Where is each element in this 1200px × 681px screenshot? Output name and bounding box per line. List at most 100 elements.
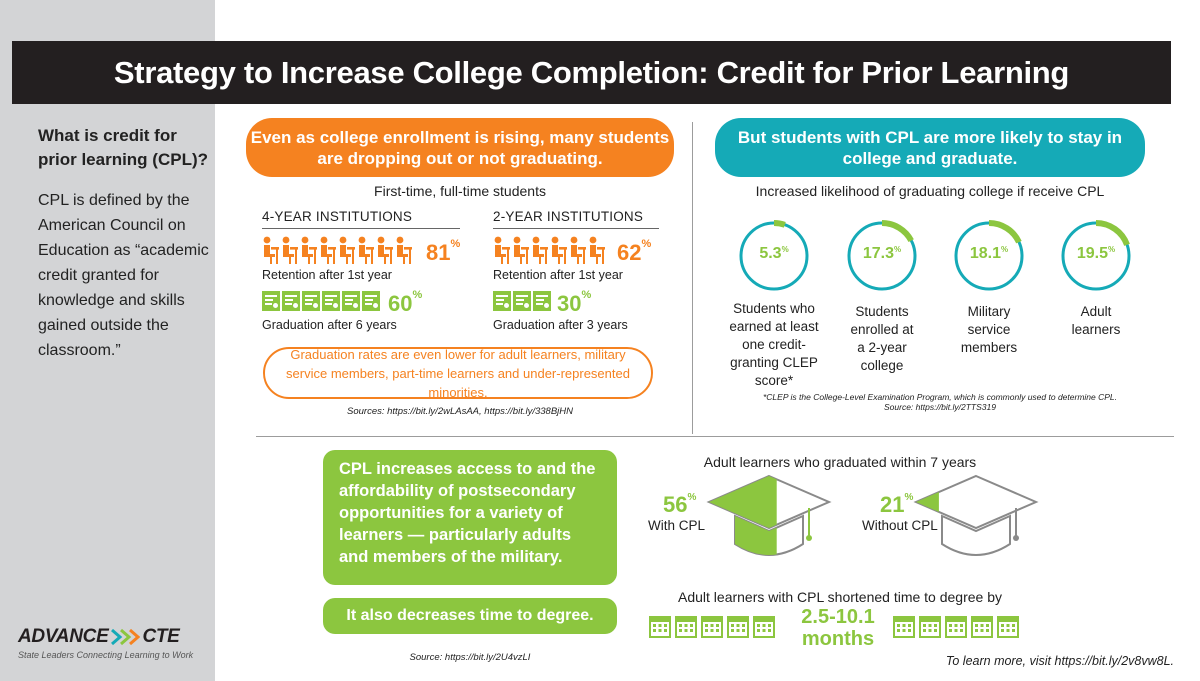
likelihood-ring-clep: 5.3% [738, 219, 810, 292]
time-to-degree-value: 2.5-10.1 months [790, 606, 886, 650]
logo-tagline: State Leaders Connecting Learning to Wor… [18, 650, 194, 660]
calendar-icon [971, 616, 993, 638]
calendar-icon [701, 616, 723, 638]
access-source: Source: https://bit.ly/2U4vzLI [409, 652, 531, 663]
likelihood-headline: But students with CPL are more likely to… [715, 118, 1145, 177]
calendar-icon [675, 616, 697, 638]
progress-ring-icon [1061, 220, 1131, 291]
first-time-label: First-time, full-time students [374, 183, 546, 199]
student-desk-icon [320, 236, 336, 264]
diploma-icon [262, 291, 280, 311]
four-year-graduation-label: Graduation after 6 years [262, 318, 397, 332]
access-statement: CPL increases access to and the affordab… [323, 450, 617, 585]
four-year-graduation-value: 60% [388, 289, 423, 316]
likelihood-ring-adult: 19.5% [1060, 220, 1132, 292]
diploma-icon [322, 291, 340, 311]
calendar-icons-left [649, 614, 775, 638]
likelihood-label-clep: Students who earned at least one credit-… [729, 301, 819, 388]
likelihood-label-adult: Adult learners [1071, 304, 1121, 337]
student-desk-icon [263, 236, 279, 264]
two-year-retention-value: 62% [617, 238, 652, 265]
clep-footnote-text: *CLEP is the College-Level Examination P… [762, 392, 1117, 402]
two-year-rule [493, 228, 659, 229]
student-desk-icon [377, 236, 393, 264]
likelihood-label-two-year: Students enrolled at a 2-year college [850, 304, 914, 373]
adult-learner-note: Graduation rates are even lower for adul… [263, 347, 653, 400]
chevron-arrows-icon [111, 628, 141, 646]
calendar-icon [945, 616, 967, 638]
calendar-icon [997, 616, 1019, 638]
sidebar-definition: CPL is defined by the American Council o… [38, 192, 209, 359]
likelihood-label-military: Military service members [960, 304, 1018, 355]
calendar-icon [753, 616, 775, 638]
student-desk-icon [532, 236, 548, 264]
student-desk-icon [396, 236, 412, 264]
diploma-icon [282, 291, 300, 311]
calendar-icon [727, 616, 749, 638]
time-to-degree-unit: months [801, 628, 875, 650]
likelihood-ring-two-year: 17.3% [846, 220, 918, 292]
calendar-icons-right [893, 614, 1019, 638]
advance-cte-logo: ADVANCE CTE State Leaders Connecting Lea… [18, 626, 208, 660]
graduation-cap-with-cpl-icon [706, 474, 832, 556]
two-year-retention-label: Retention after 1st year [493, 268, 623, 282]
graduation-cap-without-cpl-icon [913, 474, 1039, 556]
likelihood-ring-military: 18.1% [953, 220, 1025, 292]
student-desk-icon [589, 236, 605, 264]
learn-more-link[interactable]: To learn more, visit https://bit.ly/2v8v… [945, 654, 1174, 668]
clep-source: Source: https://bit.ly/2TTS319 [884, 402, 996, 412]
time-to-degree-heading: Adult learners with CPL shortened time t… [678, 589, 1002, 605]
progress-ring-icon [847, 220, 917, 291]
four-year-diploma-icons [262, 291, 380, 311]
diploma-icon [493, 291, 511, 311]
two-year-graduation-value: 30% [557, 289, 592, 316]
progress-ring-icon [954, 220, 1024, 291]
diploma-icon [533, 291, 551, 311]
student-desk-icon [551, 236, 567, 264]
title-bar: Strategy to Increase College Completion:… [12, 41, 1171, 104]
logo-sub-text: CTE [142, 626, 180, 647]
four-year-rule [262, 228, 460, 229]
diploma-icon [302, 291, 320, 311]
time-to-degree-range: 2.5-10.1 [801, 606, 875, 628]
four-year-retention-label: Retention after 1st year [262, 268, 392, 282]
student-desk-icon [358, 236, 374, 264]
clep-footnote: *CLEP is the College-Level Examination P… [715, 392, 1165, 412]
diploma-icon [362, 291, 380, 311]
vertical-divider [692, 122, 693, 434]
logo-main-text: ADVANCE [18, 626, 109, 647]
likelihood-value: 17.3% [862, 245, 902, 262]
four-year-heading: 4-YEAR INSTITUTIONS [262, 209, 413, 224]
two-year-graduation-label: Graduation after 3 years [493, 318, 628, 332]
enrollment-headline: Even as college enrollment is rising, ma… [246, 118, 674, 177]
four-year-retention-value: 81% [426, 238, 461, 265]
likelihood-value: 18.1% [969, 245, 1009, 262]
diploma-icon [513, 291, 531, 311]
student-desk-icon [570, 236, 586, 264]
student-desk-icon [282, 236, 298, 264]
page-title: Strategy to Increase College Completion:… [113, 54, 1070, 90]
student-desk-icon [301, 236, 317, 264]
student-desk-icon [494, 236, 510, 264]
two-year-diploma-icons [493, 291, 551, 311]
diploma-icon [342, 291, 360, 311]
two-year-heading: 2-YEAR INSTITUTIONS [493, 209, 644, 224]
two-year-student-icons [493, 236, 605, 264]
sidebar [0, 0, 215, 681]
calendar-icon [893, 616, 915, 638]
likelihood-value: 19.5% [1076, 245, 1116, 262]
with-cpl-value: 56% [663, 492, 697, 517]
likelihood-label: Increased likelihood of graduating colle… [755, 183, 1105, 199]
likelihood-value: 5.3% [759, 245, 789, 262]
graduated-heading: Adult learners who graduated within 7 ye… [703, 454, 977, 470]
with-cpl-label: With CPL [648, 518, 706, 533]
sidebar-question: What is credit for prior learning (CPL)? [38, 126, 208, 169]
horizontal-divider [256, 436, 1174, 437]
enrollment-sources: Sources: https://bit.ly/2wLAsAA, https:/… [347, 406, 573, 417]
without-cpl-label: Without CPL [862, 518, 938, 533]
calendar-icon [919, 616, 941, 638]
time-statement: It also decreases time to degree. [323, 598, 617, 634]
student-desk-icon [339, 236, 355, 264]
calendar-icon [649, 616, 671, 638]
logo-wordmark: ADVANCE CTE [18, 626, 208, 648]
